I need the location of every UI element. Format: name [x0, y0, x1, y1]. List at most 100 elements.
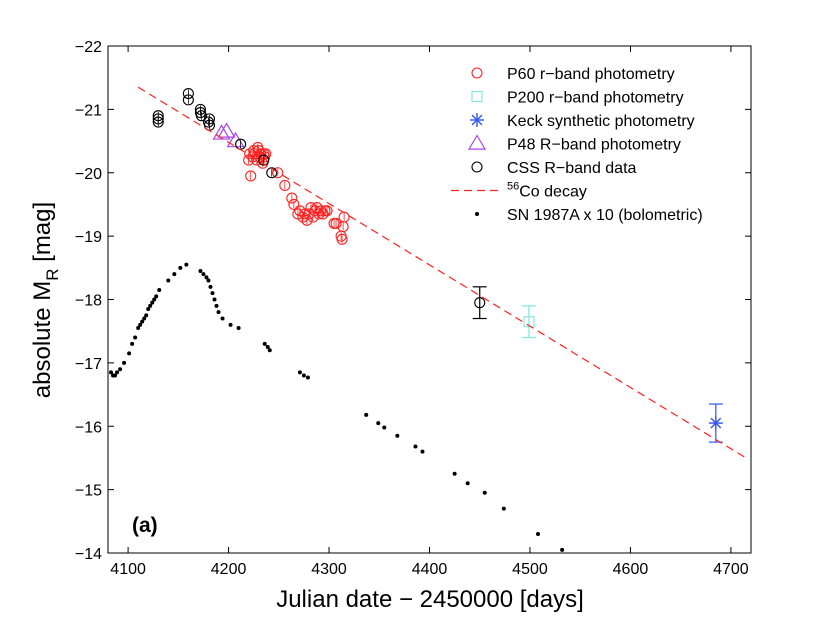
legend-label: P60 r−band photometry	[507, 66, 675, 83]
sn1987a-point	[118, 367, 123, 372]
sn1987a-point	[140, 319, 145, 324]
legend-label: P200 r−band photometry	[507, 90, 684, 107]
sn1987a-point	[210, 291, 215, 296]
y-tick-label: −15	[75, 483, 102, 500]
sn1987a-point	[305, 375, 310, 380]
sn1987a-point	[212, 297, 217, 302]
p60-point	[288, 198, 300, 210]
p60-point	[330, 217, 342, 229]
p60-point	[243, 154, 255, 166]
sn1987a-point	[262, 341, 267, 346]
legend-marker	[471, 67, 483, 79]
sn1987a-point	[127, 351, 132, 356]
sn1987a-point	[220, 316, 225, 321]
p48-point	[212, 124, 231, 140]
sn1987a-point	[501, 506, 506, 511]
legend-item-keck: Keck synthetic photometry	[470, 113, 695, 130]
sn1987a-point	[413, 444, 418, 449]
p48-point	[217, 122, 236, 138]
y-axis-label-main: absolute M	[29, 281, 56, 398]
sn1987a-point	[297, 370, 302, 375]
sn1987a-point	[452, 471, 457, 476]
sn1987a-point	[560, 547, 565, 552]
sn1987a-point	[376, 421, 381, 426]
css-point	[203, 113, 216, 125]
p60-point	[307, 211, 319, 223]
p60-point	[315, 205, 327, 217]
y-tick-label: −22	[75, 39, 102, 56]
legend-item-sn87: SN 1987A x 10 (bolometric)	[475, 207, 703, 224]
sn1987a-point	[142, 316, 147, 321]
x-tick-label: 4200	[211, 561, 247, 578]
x-tick-label: 4300	[311, 561, 347, 578]
css-point	[182, 94, 194, 106]
p60-point	[279, 179, 291, 191]
sn1987a-point	[130, 341, 135, 346]
legend-label: CSS R−band data	[507, 160, 637, 177]
p60-point	[299, 208, 311, 220]
legend-label-main: Co decay	[519, 184, 587, 201]
legend-item-p48: P48 R−band photometry	[467, 134, 681, 154]
y-tick-label: −14	[75, 546, 102, 563]
sn1987a-point	[536, 531, 541, 536]
p60-point	[272, 167, 284, 179]
sn1987a-point	[214, 303, 219, 308]
p60-point	[321, 205, 333, 217]
sn1987a-point	[465, 481, 470, 486]
sn1987a-point	[157, 287, 162, 292]
sn1987a-point	[115, 370, 120, 375]
y-tick-label: −17	[75, 356, 102, 373]
y-axis-label: absolute MR [mag]	[29, 202, 62, 398]
sn1987a-point	[228, 322, 233, 327]
x-tick-label: 4500	[512, 561, 548, 578]
p60-point	[301, 214, 313, 226]
legend-item-co: 56Co decay	[451, 181, 587, 201]
sn1987a-point	[198, 268, 203, 273]
p60-point	[338, 211, 350, 223]
sn1987a-point	[152, 297, 157, 302]
css-point	[195, 110, 207, 122]
legend-marker	[467, 134, 487, 150]
legend-marker	[471, 90, 483, 103]
sn1987a-point	[166, 278, 171, 283]
sn1987a-point	[201, 272, 206, 277]
css-point	[266, 167, 278, 179]
sn1987a-point	[184, 262, 189, 267]
css-point	[194, 103, 206, 115]
css-point	[152, 110, 164, 122]
legend: P60 r−band photometry P200 r−band photome…	[451, 66, 703, 224]
sn1987a-point	[236, 326, 241, 331]
sn1987a-point	[148, 303, 153, 308]
legend-label: SN 1987A x 10 (bolometric)	[507, 207, 703, 224]
legend-label: P48 R−band photometry	[507, 137, 681, 154]
legend-label: Keck synthetic photometry	[507, 113, 695, 130]
p60-point	[247, 151, 259, 163]
sn1987a-point	[267, 348, 272, 353]
y-tick-label: −20	[75, 166, 102, 183]
sn1987a-point	[178, 265, 183, 270]
sn1987a-point	[136, 326, 141, 331]
axis-ticks: 4100 4200 4300 4400 4500 4600 4700 −22 −21 −20 −19…	[75, 39, 751, 578]
x-axis-label: Julian date − 2450000 [days]	[276, 586, 584, 613]
p60-point	[311, 202, 323, 214]
x-tick-label: 4700	[713, 561, 749, 578]
keck-point	[708, 416, 723, 431]
panel-label: (a)	[132, 514, 158, 537]
legend-item-p200: P200 r−band photometry	[471, 90, 684, 107]
sn1987a-point	[382, 425, 387, 430]
sn1987a-point	[301, 373, 306, 378]
css-point	[474, 297, 486, 309]
sn1987a-point	[109, 370, 114, 375]
sn1987a-point	[172, 272, 177, 277]
y-axis-label-sub: R	[43, 269, 62, 281]
sn1987a-point	[138, 322, 143, 327]
sn1987a-point	[364, 412, 369, 417]
legend-label: 56Co decay	[507, 181, 587, 201]
sn1987a-point	[113, 373, 118, 378]
sn1987a-point	[150, 300, 155, 305]
chart-marks	[109, 86, 747, 552]
sn1987a-point	[265, 345, 270, 350]
y-axis-label-unit: [mag]	[29, 202, 56, 269]
legend-item-css: CSS R−band data	[471, 160, 637, 177]
